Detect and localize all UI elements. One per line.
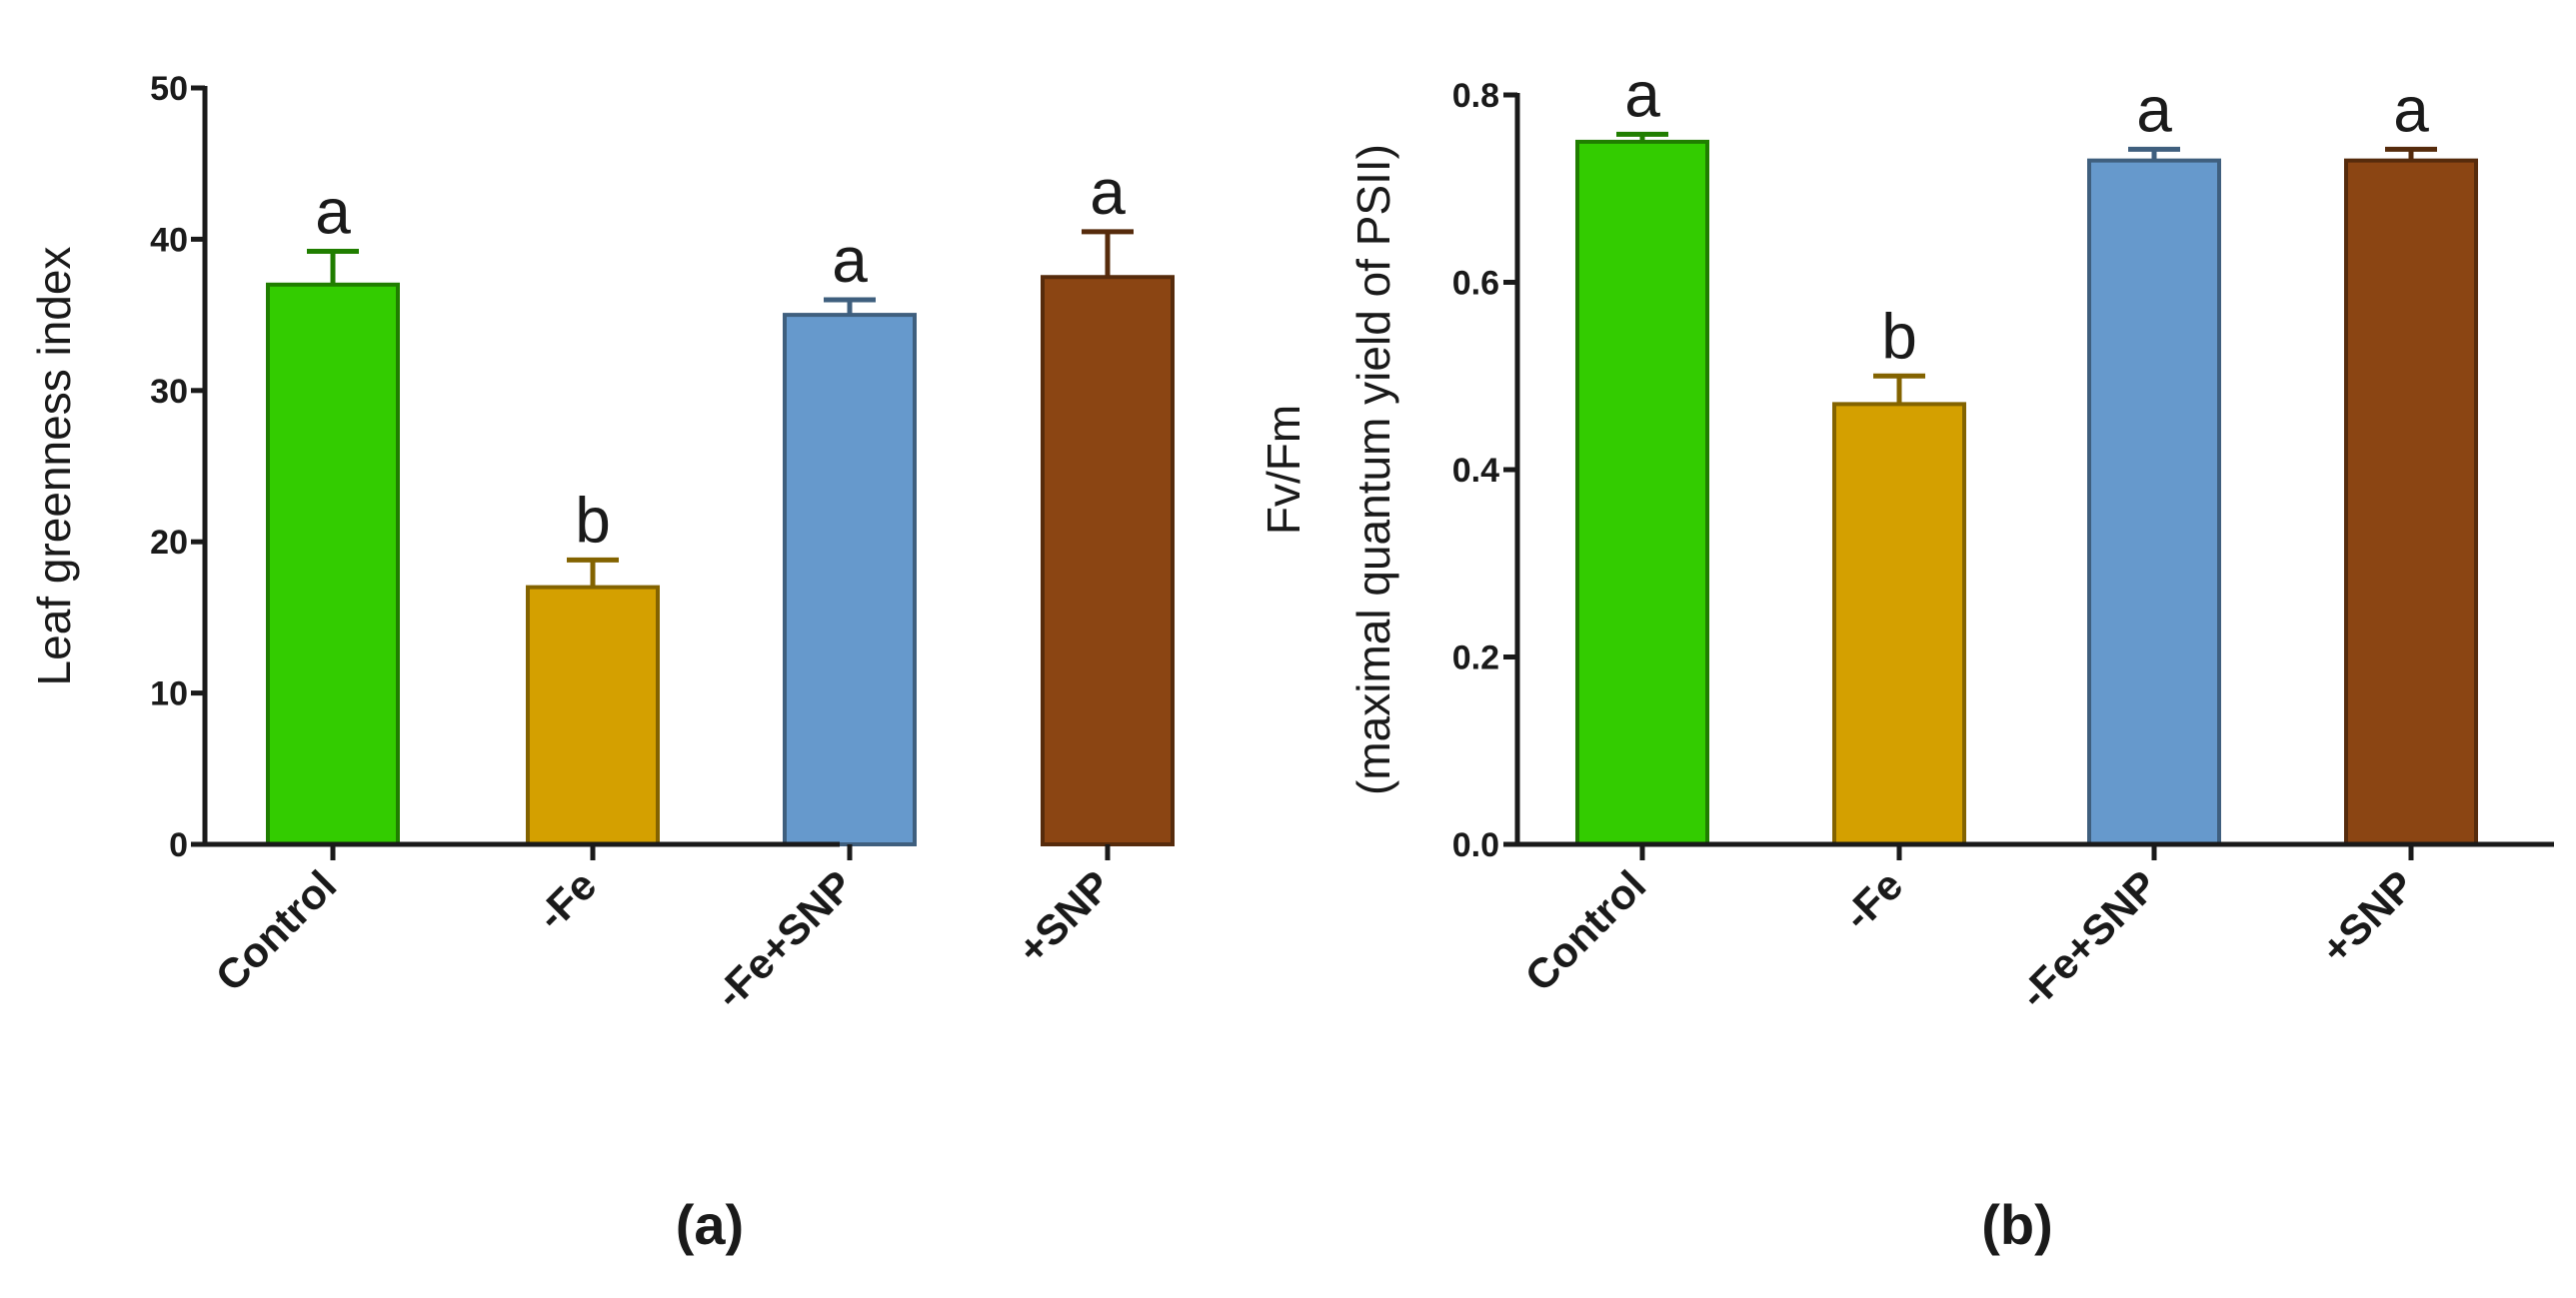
y-tick-label-1: 10 bbox=[150, 675, 188, 713]
panel-label: (a) bbox=[676, 1193, 744, 1256]
x-tick-label-2: -Fe bbox=[1834, 861, 1912, 939]
bar-3 bbox=[2087, 158, 2221, 846]
bar-2 bbox=[1832, 402, 1966, 846]
y-tick-label-4: 40 bbox=[150, 221, 188, 259]
bar-4 bbox=[1041, 275, 1175, 846]
y-tick-label-4: 0.8 bbox=[1452, 77, 1499, 115]
significance-label-3: a bbox=[832, 224, 868, 296]
x-tick-label-4: +SNP bbox=[2312, 861, 2424, 973]
y-axis-title: Leaf greenness index bbox=[28, 247, 80, 686]
y-tick-label-2: 0.4 bbox=[1452, 452, 1499, 490]
bar-1 bbox=[266, 282, 400, 846]
y-tick-label-0: 0 bbox=[169, 826, 188, 864]
x-tick-label-1: Control bbox=[1516, 861, 1655, 1000]
bar-1 bbox=[1575, 139, 1709, 846]
bar-4 bbox=[2344, 158, 2478, 846]
significance-label-3: a bbox=[2136, 73, 2172, 145]
x-tick-label-3: -Fe+SNP bbox=[706, 861, 862, 1017]
bar-2 bbox=[526, 585, 660, 846]
y-axis-subtitle: (maximal quantum yield of PSII) bbox=[1347, 144, 1399, 795]
y-tick-label-3: 0.6 bbox=[1452, 265, 1499, 303]
y-tick-label-2: 20 bbox=[150, 524, 188, 562]
x-tick-label-4: +SNP bbox=[1009, 861, 1121, 973]
significance-label-2: b bbox=[1881, 300, 1917, 372]
x-tick-label-2: -Fe bbox=[528, 861, 606, 939]
x-tick-label-3: -Fe+SNP bbox=[2010, 861, 2166, 1017]
y-axis-title: Fv/Fm bbox=[1258, 405, 1309, 535]
significance-label-1: a bbox=[1624, 58, 1660, 130]
significance-label-1: a bbox=[315, 176, 351, 248]
bar-3 bbox=[783, 313, 917, 847]
significance-label-2: b bbox=[575, 484, 611, 556]
chart-panel-b: a Control b -Fe a -Fe+SNP a +SNP 0.0 0.2 0.4 0.6 0.8… bbox=[1258, 58, 2554, 1256]
panel-label: (b) bbox=[1981, 1193, 2053, 1256]
y-tick-label-0: 0.0 bbox=[1452, 826, 1499, 864]
significance-label-4: a bbox=[2393, 73, 2429, 145]
significance-label-4: a bbox=[1090, 156, 1126, 228]
chart-panel-a: a Control b -Fe a -Fe+SNP a +SNP 0 10 20 30 40 50 Leaf… bbox=[28, 70, 1175, 1256]
x-tick-label-1: Control bbox=[207, 861, 346, 1000]
y-tick-label-1: 0.2 bbox=[1452, 640, 1499, 677]
y-tick-label-5: 50 bbox=[150, 70, 188, 108]
y-tick-label-3: 30 bbox=[150, 373, 188, 411]
